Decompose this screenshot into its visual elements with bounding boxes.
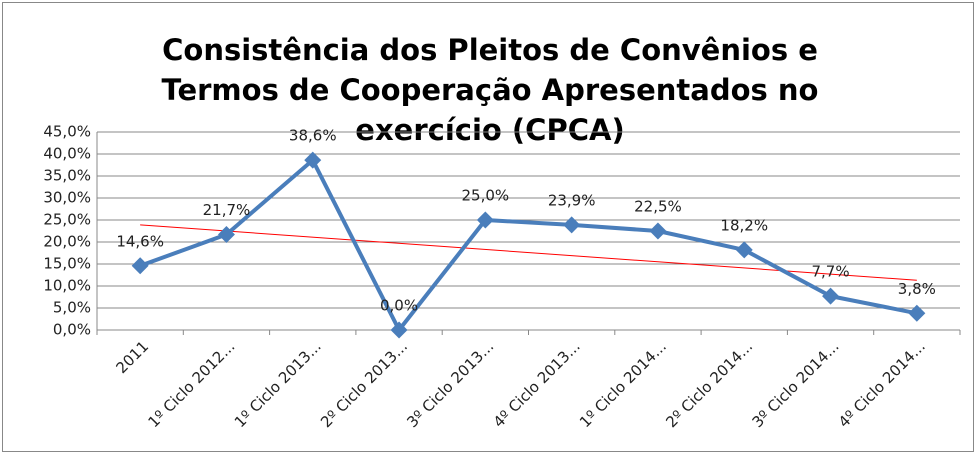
y-tick-label: 25,0% bbox=[43, 211, 91, 229]
x-tick-label: 2011 bbox=[112, 337, 152, 377]
data-label: 38,6% bbox=[289, 127, 337, 145]
x-tick-label: 2º Ciclo 2013... bbox=[317, 337, 411, 431]
x-tick-label: 1º Ciclo 2014... bbox=[576, 337, 670, 431]
marker bbox=[822, 287, 840, 305]
x-tick-label: 2º Ciclo 2014... bbox=[662, 337, 756, 431]
marker bbox=[217, 226, 235, 244]
data-label: 7,7% bbox=[811, 263, 849, 281]
y-tick-label: 35,0% bbox=[43, 167, 91, 185]
x-tick-label: 1º Ciclo 2013... bbox=[231, 337, 325, 431]
data-label: 14,6% bbox=[116, 232, 164, 250]
y-tick-label: 40,0% bbox=[43, 145, 91, 163]
x-tick-label: 3º Ciclo 2013... bbox=[403, 337, 497, 431]
y-tick-label: 15,0% bbox=[43, 255, 91, 273]
marker bbox=[390, 321, 408, 339]
y-tick-label: 0,0% bbox=[53, 321, 91, 339]
marker bbox=[476, 211, 494, 229]
data-label: 3,8% bbox=[898, 280, 936, 298]
data-label: 25,0% bbox=[462, 187, 510, 205]
y-tick-label: 10,0% bbox=[43, 277, 91, 295]
y-tick-label: 20,0% bbox=[43, 233, 91, 251]
data-label: 18,2% bbox=[720, 216, 768, 234]
x-tick-label: 3º Ciclo 2014... bbox=[749, 337, 843, 431]
x-tick-label: 4º Ciclo 2014... bbox=[835, 337, 929, 431]
marker bbox=[304, 151, 322, 169]
data-label: 23,9% bbox=[548, 191, 596, 209]
marker bbox=[649, 222, 667, 240]
trendline bbox=[140, 224, 917, 281]
chart-title: Consistência dos Pleitos de Convênios e … bbox=[161, 33, 819, 147]
y-tick-label: 45,0% bbox=[43, 123, 91, 141]
y-tick-label: 5,0% bbox=[53, 299, 91, 317]
marker bbox=[131, 257, 149, 275]
marker bbox=[563, 216, 581, 234]
data-line bbox=[139, 158, 918, 332]
x-tick-label: 4º Ciclo 2013... bbox=[490, 337, 584, 431]
data-label: 0,0% bbox=[380, 297, 418, 315]
x-tick-label: 1º Ciclo 2012... bbox=[145, 337, 239, 431]
marker bbox=[908, 304, 926, 322]
marker bbox=[735, 241, 753, 259]
y-tick-label: 30,0% bbox=[43, 189, 91, 207]
data-label: 21,7% bbox=[203, 201, 251, 219]
data-label: 22,5% bbox=[634, 198, 682, 216]
